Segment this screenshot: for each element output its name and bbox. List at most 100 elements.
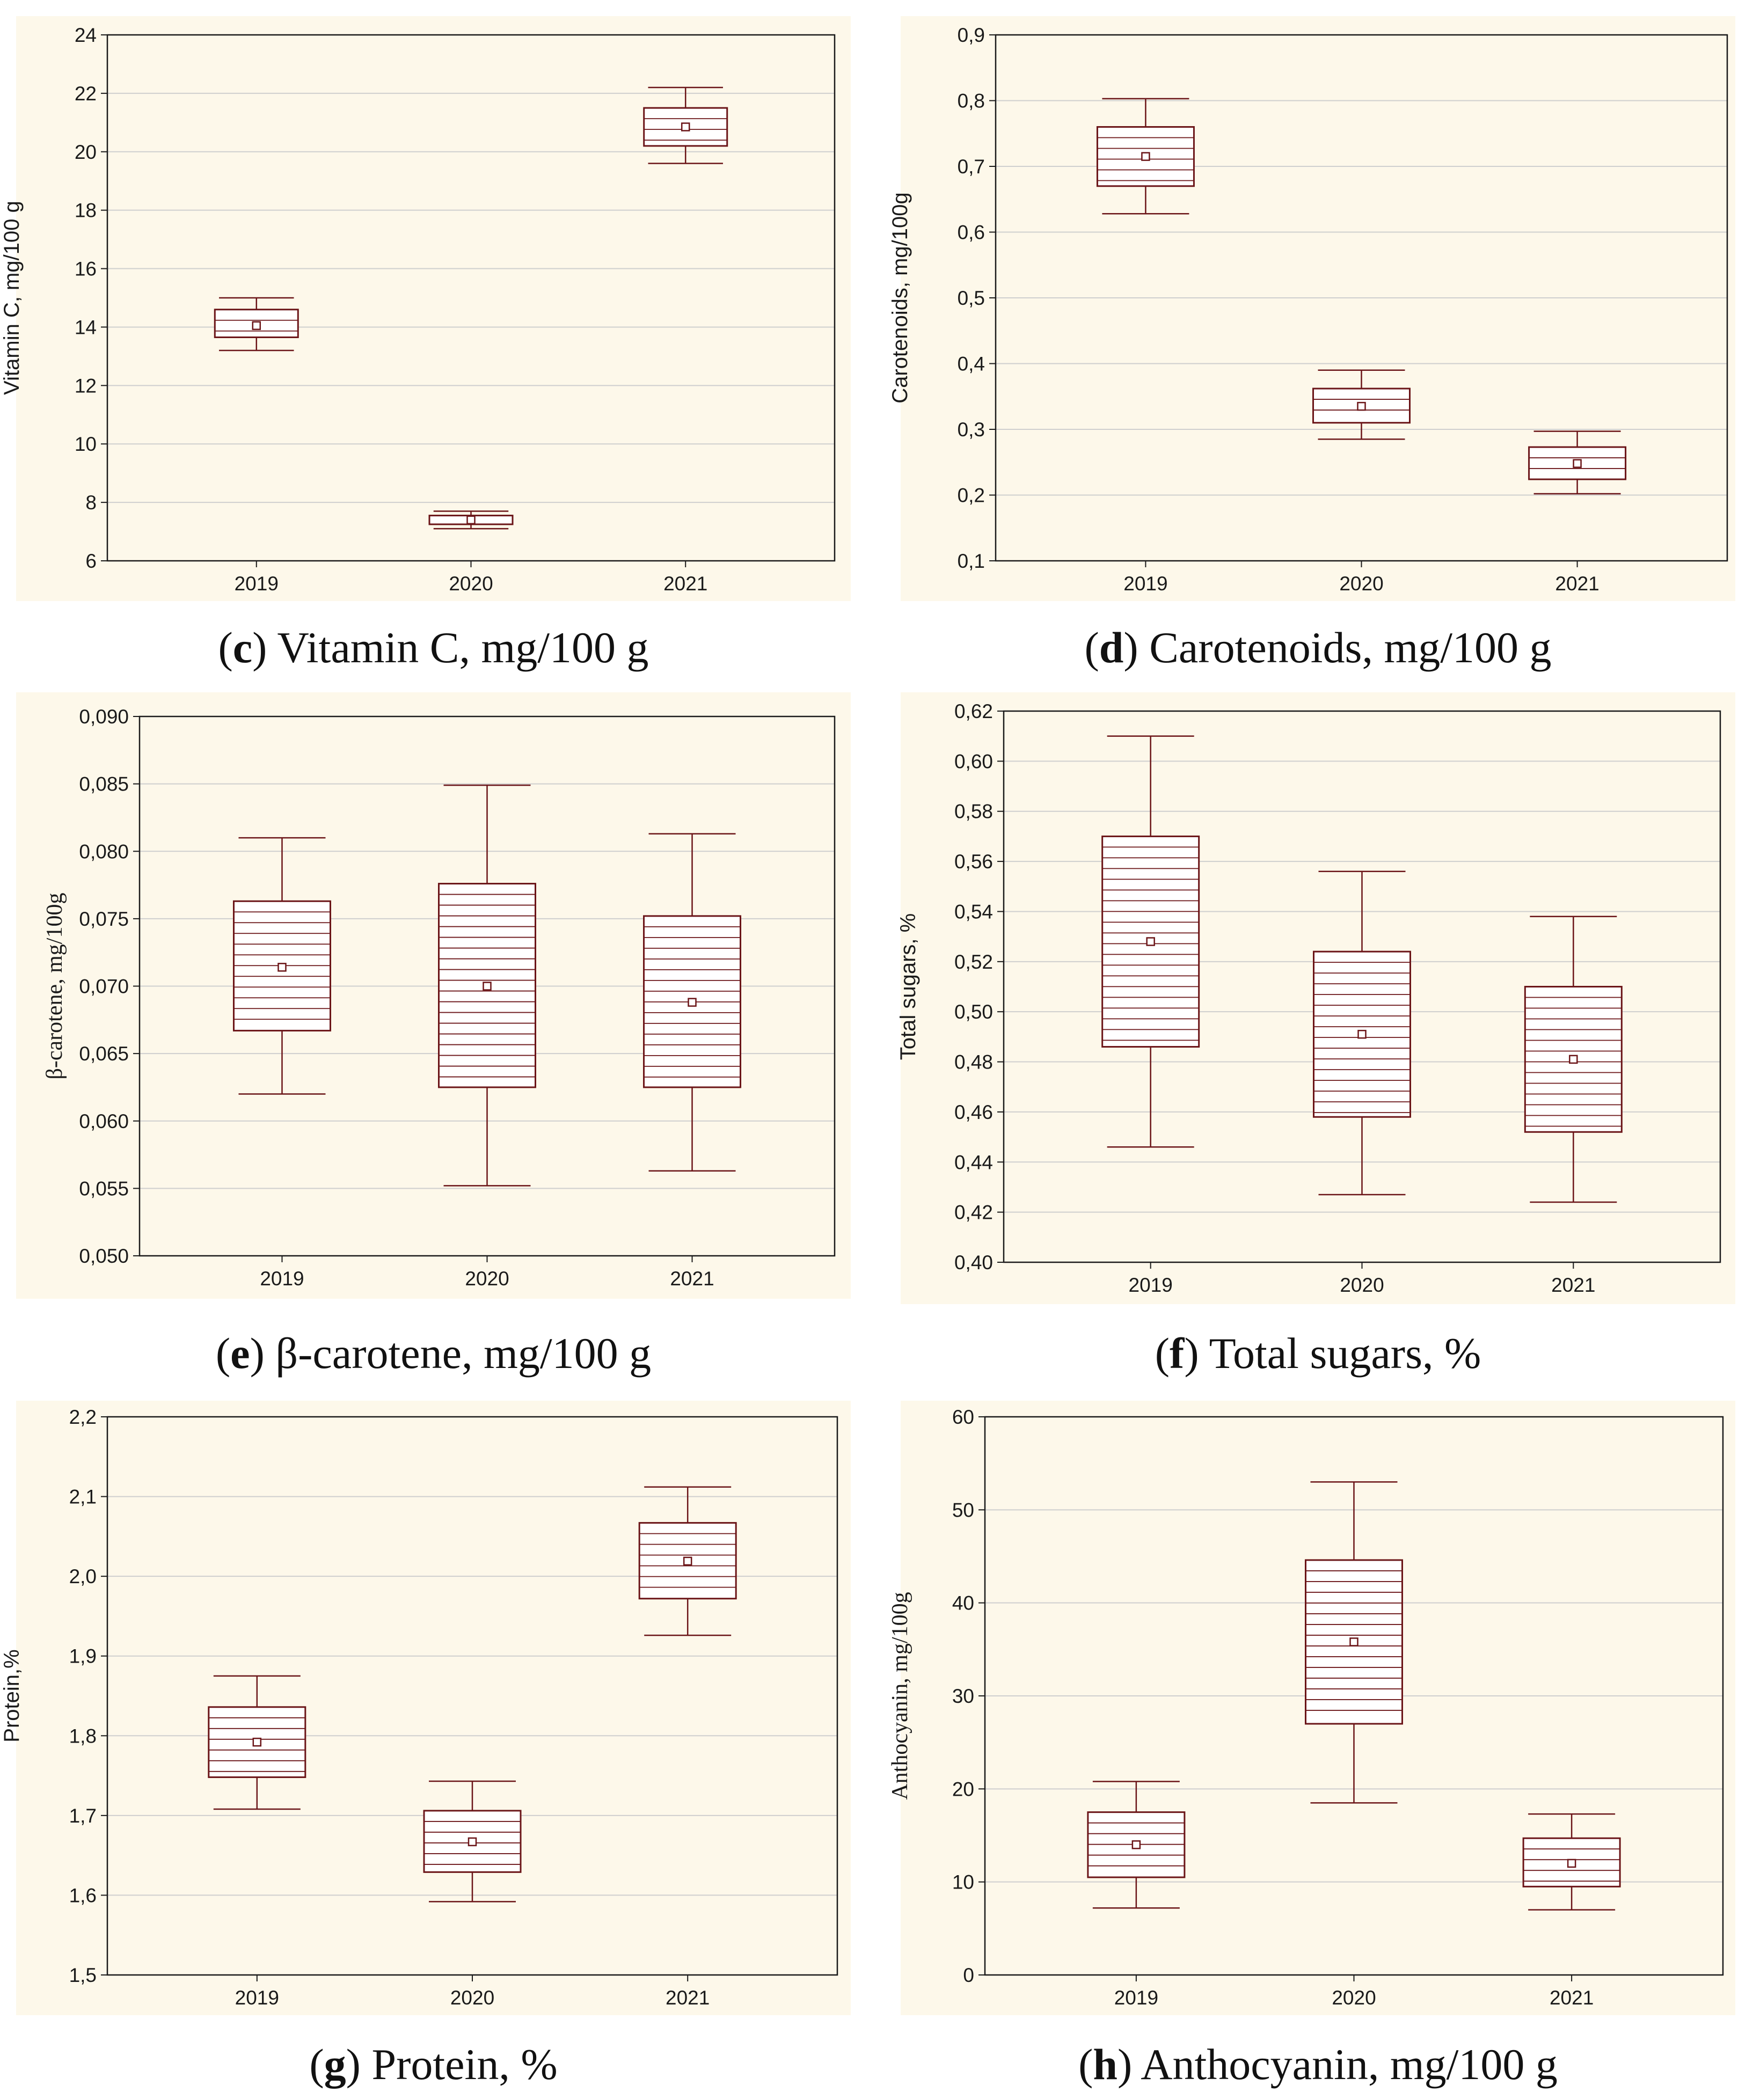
box-2021: 2021 — [1528, 430, 1627, 595]
x-tick-label: 2020 — [449, 573, 493, 595]
x-tick-label: 2019 — [1123, 573, 1167, 595]
y-tick-label: 0,48 — [954, 1051, 993, 1073]
chart-g: 1,5 1,6 1,7 1,8 1,9 2,0 2,1 2,2 Protein,% 2019 202… — [0, 1406, 838, 2009]
y-tick-label: 10 — [952, 1871, 974, 1893]
mean-marker — [1131, 1840, 1141, 1849]
box-2021: 2021 — [638, 1486, 737, 2009]
y-tick-label: 0,8 — [958, 90, 985, 112]
y-tick-label: 10 — [75, 433, 97, 455]
chart-f: 0,40 0,42 0,44 0,46 0,48 0,50 0,52 0,54 0,56 0,58… — [896, 700, 1721, 1296]
mean-marker — [252, 321, 261, 330]
y-tick-label: 20 — [952, 1778, 974, 1800]
y-tick-label: 16 — [75, 258, 97, 280]
box-2019: 2019 — [1096, 98, 1195, 595]
caption-f: (f) Total sugars, % — [1155, 1329, 1481, 1378]
box-2019: 2019 — [208, 1675, 306, 2009]
y-tick-label: 40 — [952, 1592, 974, 1614]
y-tick-label: 1,8 — [69, 1725, 97, 1747]
mean-marker — [277, 963, 287, 972]
y-tick-label: 2,1 — [69, 1486, 97, 1508]
y-tick-label: 0,060 — [79, 1110, 129, 1132]
box-2020: 2020 — [423, 1780, 522, 2009]
mean-marker — [468, 1837, 477, 1847]
y-tick-label: 50 — [952, 1499, 974, 1521]
y-tick-label: 0,4 — [958, 353, 985, 375]
y-tick-label: 0,52 — [954, 951, 993, 973]
y-axis-label: Anthocyanin, mg/100g — [888, 1592, 912, 1799]
y-tick-label: 6 — [85, 550, 97, 572]
x-tick-label: 2020 — [1340, 1274, 1384, 1296]
x-tick-label: 2019 — [235, 1987, 279, 2009]
x-tick-label: 2021 — [670, 1268, 714, 1290]
box-2020: 2020 — [1313, 870, 1411, 1296]
y-tick-label: 0,58 — [954, 801, 993, 823]
mean-marker — [683, 1556, 692, 1566]
y-tick-label: 0,055 — [79, 1177, 129, 1199]
y-tick-label: 0,60 — [954, 750, 993, 772]
y-tick-label: 30 — [952, 1685, 974, 1707]
mean-marker — [1349, 1637, 1358, 1647]
mean-marker — [681, 122, 690, 131]
x-tick-label: 2020 — [1332, 1987, 1376, 2009]
x-tick-label: 2019 — [260, 1268, 304, 1290]
caption-c: (c) Vitamin C, mg/100 g — [218, 623, 649, 672]
y-tick-label: 1,6 — [69, 1884, 97, 1906]
y-tick-label: 24 — [75, 24, 97, 46]
mean-marker — [1569, 1055, 1578, 1064]
box-2019: 2019 — [1101, 735, 1200, 1296]
y-tick-label: 0,080 — [79, 840, 129, 862]
y-tick-label: 20 — [75, 141, 97, 163]
y-tick-label: 8 — [85, 492, 97, 514]
chart-c: 6 8 10 12 14 16 18 20 22 24 Vitamin C, mg/100 g 201… — [0, 24, 836, 595]
chart-h: 0 10 20 30 40 50 60 Anthocyanin, mg/100g 2019 202… — [888, 1406, 1724, 2009]
box-2021: 2021 — [643, 833, 742, 1290]
mean-marker — [1141, 152, 1150, 161]
y-tick-label: 0,085 — [79, 773, 129, 795]
y-tick-label: 1,5 — [69, 1964, 97, 1986]
y-axis-label: Vitamin C, mg/100 g — [0, 201, 24, 395]
y-tick-label: 0,50 — [954, 1001, 993, 1023]
x-tick-label: 2021 — [666, 1987, 710, 2009]
x-tick-label: 2021 — [1551, 1274, 1595, 1296]
mean-marker — [1567, 1858, 1576, 1868]
mean-marker — [466, 515, 476, 525]
y-tick-label: 0,44 — [954, 1151, 993, 1173]
chart-d: 0,1 0,2 0,3 0,4 0,5 0,6 0,7 0,8 0,9 Carotenoids, … — [888, 24, 1728, 595]
box-2019: 2019 — [232, 837, 331, 1290]
y-tick-label: 2,0 — [69, 1565, 97, 1587]
y-tick-label: 0,090 — [79, 706, 129, 728]
box-2019: 2019 — [1087, 1781, 1186, 2009]
y-axis-label: Carotenoids, mg/100g — [888, 192, 912, 404]
panel-d-background — [901, 16, 1735, 601]
chart-e: 0,050 0,055 0,060 0,065 0,070 0,075 0,080 0,085… — [42, 706, 836, 1290]
y-tick-label: 22 — [75, 83, 97, 105]
y-tick-label: 0,5 — [958, 287, 985, 309]
y-tick-label: 2,2 — [69, 1406, 97, 1428]
x-tick-label: 2019 — [235, 573, 279, 595]
y-tick-label: 0,1 — [958, 550, 985, 572]
y-tick-label: 0,050 — [79, 1245, 129, 1267]
y-tick-label: 14 — [75, 316, 97, 338]
x-tick-label: 2021 — [1555, 573, 1599, 595]
box-2020: 2020 — [438, 784, 536, 1290]
mean-marker — [688, 998, 697, 1007]
y-tick-label: 0,7 — [958, 156, 985, 178]
mean-marker — [252, 1737, 262, 1747]
box-2021: 2021 — [1522, 1813, 1621, 2009]
iqr-box — [1101, 835, 1200, 1048]
y-tick-label: 0,54 — [954, 901, 993, 923]
box-2020: 2020 — [1305, 1481, 1403, 2009]
box-2021: 2021 — [643, 86, 728, 595]
y-tick-label: 0,9 — [958, 24, 985, 46]
box-2020: 2020 — [1312, 369, 1411, 595]
y-axis-label: β-carotene, mg/100g — [42, 893, 67, 1080]
box-2021: 2021 — [1524, 916, 1623, 1296]
y-tick-label: 60 — [952, 1406, 974, 1428]
mean-marker — [1146, 937, 1155, 946]
box-2019: 2019 — [214, 297, 299, 595]
y-tick-label: 18 — [75, 200, 97, 222]
y-tick-label: 12 — [75, 375, 97, 397]
y-tick-label: 0 — [963, 1964, 974, 1986]
x-tick-label: 2020 — [1339, 573, 1383, 595]
